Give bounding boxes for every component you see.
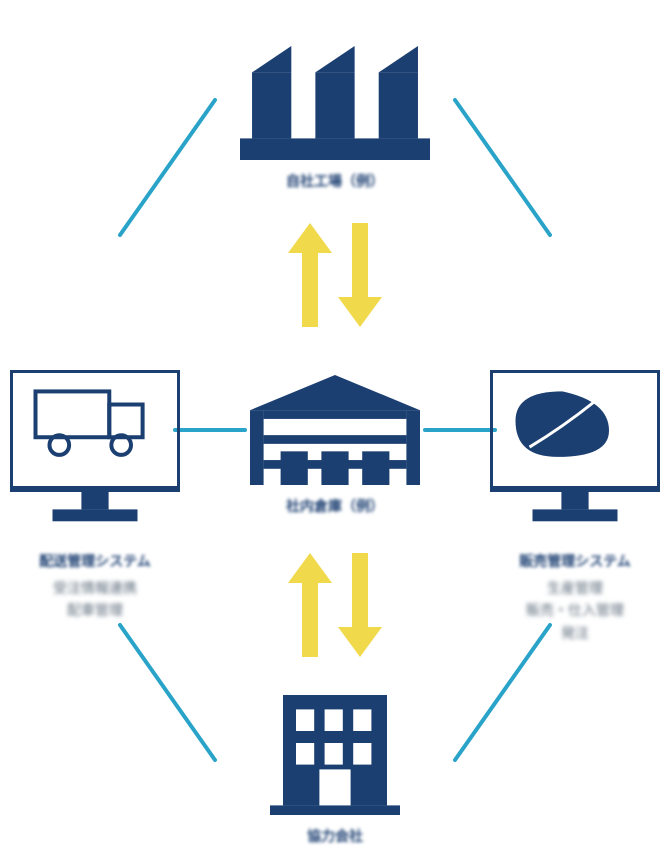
factory-node: 自社工場（例） — [240, 40, 430, 191]
delivery-system-label: 配送管理システム — [10, 551, 180, 571]
warehouse-node: 社内倉庫（例） — [250, 375, 420, 516]
monitor-truck-icon — [10, 370, 180, 540]
partner-node: 協力会社 — [270, 695, 400, 846]
factory-label: 自社工場（例） — [240, 171, 430, 191]
warehouse-label: 社内倉庫（例） — [250, 496, 420, 516]
delivery-system-node: 配送管理システム受注情報連携 配車管理 — [10, 370, 180, 622]
factory-icon — [240, 40, 430, 160]
partner-label: 協力会社 — [270, 826, 400, 846]
sales-system-node: 販売管理システム生産管理 販売・仕入管理 発注 — [490, 370, 660, 644]
office-icon — [270, 695, 400, 815]
sales-system-description: 生産管理 販売・仕入管理 発注 — [490, 577, 660, 644]
delivery-system-description: 受注情報連携 配車管理 — [10, 577, 180, 622]
monitor-leaf-icon — [490, 370, 660, 540]
sales-system-label: 販売管理システム — [490, 551, 660, 571]
warehouse-icon — [250, 375, 420, 485]
diagram-stage: 自社工場（例）社内倉庫（例）協力会社配送管理システム受注情報連携 配車管理販売管… — [0, 0, 670, 852]
